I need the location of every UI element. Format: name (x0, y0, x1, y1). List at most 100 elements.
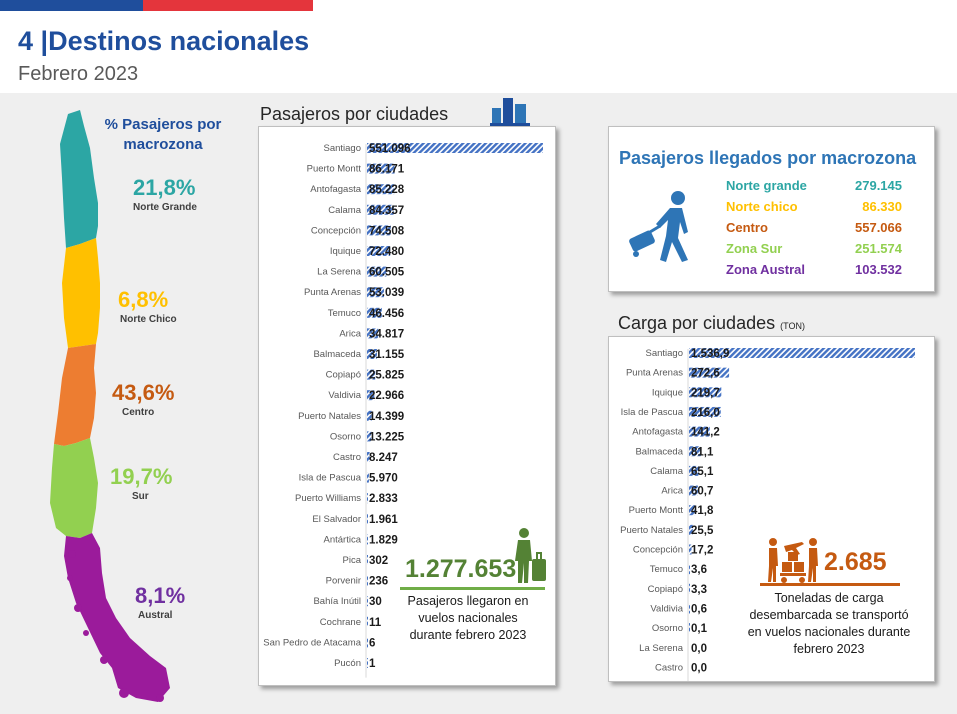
map-island (83, 630, 89, 636)
cargo-caption: Toneladas de carga desembarcada se trans… (738, 590, 920, 658)
zone-norte-grande-name: Norte Grande (133, 202, 197, 213)
category-label: Temuco (328, 308, 361, 319)
bar (689, 348, 915, 358)
value-label: 41,8 (691, 505, 714, 517)
category-label: Antártica (324, 534, 362, 545)
cargo-chart-title: Carga por ciudades (TON) (618, 313, 805, 334)
category-label: San Pedro de Atacama (263, 637, 361, 648)
value-label: 46.456 (369, 308, 404, 320)
bar (689, 485, 698, 496)
bar (689, 544, 692, 555)
category-label: Copiapó (648, 584, 683, 595)
bar (367, 143, 543, 153)
passengers-panel (258, 126, 556, 686)
macrozone-row-norte-chico: Norte chico 86.330 (726, 199, 902, 214)
value-label: 30 (369, 596, 382, 608)
category-label: Iquique (330, 246, 361, 257)
passengers-bar-chart: Santiago 551.096 Puerto Montt 86.171 Antofag… (263, 143, 543, 678)
bar (367, 287, 384, 298)
value-label: 17,2 (691, 545, 713, 557)
walker-icon-handle (649, 224, 661, 234)
caption-line: en vuelos nacionales durante (747, 625, 911, 639)
bar (367, 163, 395, 174)
category-label: Osorno (652, 623, 683, 634)
cargo-icon-head (769, 538, 777, 546)
caption-line: Toneladas de carga (774, 591, 884, 605)
category-label: Balmaceda (635, 446, 683, 457)
bar (367, 369, 376, 380)
cargo-icon-wheel (799, 577, 805, 583)
zone-norte-chico-pct: 6,8% (118, 287, 169, 312)
cargo-icon-box (782, 562, 792, 572)
bar (689, 603, 690, 614)
value-label: 84.357 (369, 205, 404, 217)
value-label: 11 (369, 617, 382, 629)
bar (367, 472, 369, 483)
zone-sur-pct: 19,7% (110, 464, 173, 489)
traveler-luggage-icon (515, 528, 546, 583)
value-label: 551.096 (369, 143, 411, 155)
cargo-icon-head (809, 538, 817, 546)
category-label: Santiago (323, 143, 361, 154)
value-label: 25,5 (691, 525, 714, 537)
map-zone-centro (54, 344, 96, 446)
bar (689, 367, 730, 378)
category-label: Osorno (330, 431, 361, 442)
bar (367, 493, 368, 504)
category-label: Valdivia (328, 390, 361, 401)
cargo-total: 2.685 (824, 548, 887, 576)
traveler-icon-body (515, 540, 532, 583)
map-island (67, 575, 73, 581)
category-label: Puerto Natales (620, 525, 683, 536)
category-label: Isla de Pascua (621, 407, 684, 418)
value-label: 216,0 (691, 407, 720, 419)
zone-sur-name: Sur (132, 491, 149, 502)
bar (367, 307, 382, 318)
bar (367, 616, 368, 627)
top-accent-bar (0, 0, 313, 11)
value-label: 6 (369, 637, 375, 649)
macrozone-name: Zona Sur (726, 241, 783, 256)
cargo-icon-plane (784, 542, 804, 555)
map-zone-sur (50, 438, 98, 538)
bar (367, 184, 395, 195)
bar (689, 387, 722, 398)
value-label: 2.833 (369, 493, 398, 505)
caption-line: Pasajeros llegaron en (407, 594, 529, 608)
bar (367, 513, 368, 524)
caption-line: durante febrero 2023 (409, 628, 527, 642)
category-label: Bahía Inútil (313, 596, 361, 607)
bar (689, 446, 701, 457)
macrozone-title: Pasajeros llegados por macrozona (619, 148, 917, 168)
cargo-icon-wheel (781, 577, 787, 583)
macrozone-name: Centro (726, 220, 768, 235)
category-label: Puerto Williams (295, 493, 361, 504)
bar (367, 410, 372, 421)
cargo-icon-body (808, 548, 818, 582)
zone-austral-pct: 8,1% (135, 583, 186, 608)
macrozone-value: 279.145 (855, 178, 902, 193)
category-label: Punta Arenas (304, 287, 361, 298)
category-label: Copiapó (326, 370, 361, 381)
value-label: 14.399 (369, 411, 404, 423)
zone-norte-chico-name: Norte Chico (120, 314, 177, 325)
macrozone-value: 557.066 (855, 220, 902, 235)
value-label: 0,0 (691, 643, 707, 655)
value-label: 72.480 (369, 246, 404, 258)
cargo-title-text: Carga por ciudades (618, 313, 776, 333)
map-zone-austral (64, 533, 170, 702)
category-label: Iquique (652, 387, 683, 398)
bar (367, 390, 375, 401)
zone-centro-pct: 43,6% (112, 380, 175, 405)
building-icon-part (515, 104, 526, 124)
category-label: Balmaceda (313, 349, 361, 360)
value-label: 85.228 (369, 184, 405, 196)
bar (367, 246, 391, 256)
value-label: 60.505 (369, 267, 405, 279)
bar (689, 583, 690, 594)
value-label: 81,1 (691, 446, 714, 458)
cargo-icon-cart (780, 573, 806, 576)
category-label: Punta Arenas (626, 368, 683, 379)
bar (367, 637, 368, 648)
caption-line: febrero 2023 (793, 642, 865, 656)
